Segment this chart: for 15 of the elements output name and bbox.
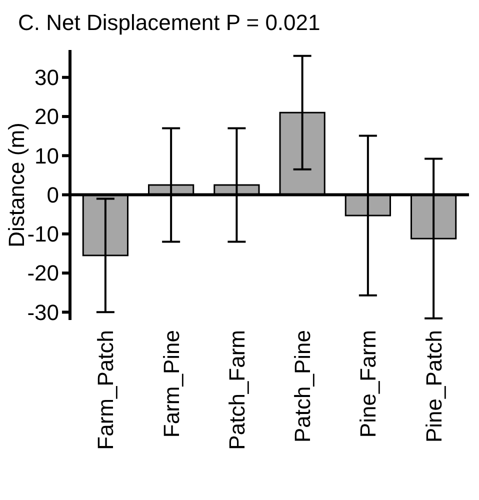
x-tick-label: Farm_Patch bbox=[93, 330, 118, 450]
y-tick-label: -30 bbox=[27, 300, 59, 325]
y-tick-label: -20 bbox=[27, 260, 59, 286]
y-tick-label: 30 bbox=[34, 65, 59, 90]
y-tick-label: 10 bbox=[34, 143, 59, 168]
x-tick-label: Pine_Patch bbox=[421, 330, 446, 443]
x-tick-label: Farm_Pine bbox=[158, 330, 184, 438]
y-tick-label: 20 bbox=[34, 104, 59, 130]
y-tick-label: -10 bbox=[27, 222, 59, 247]
chart-title: C. Net Displacement P = 0.021 bbox=[18, 10, 320, 35]
y-tick-label: 0 bbox=[46, 182, 59, 208]
x-tick-label: Patch_Pine bbox=[290, 330, 316, 443]
x-tick-label: Patch_Farm bbox=[224, 330, 250, 450]
x-tick-label: Pine_Farm bbox=[356, 330, 381, 438]
y-axis-title: Distance (m) bbox=[4, 122, 29, 248]
